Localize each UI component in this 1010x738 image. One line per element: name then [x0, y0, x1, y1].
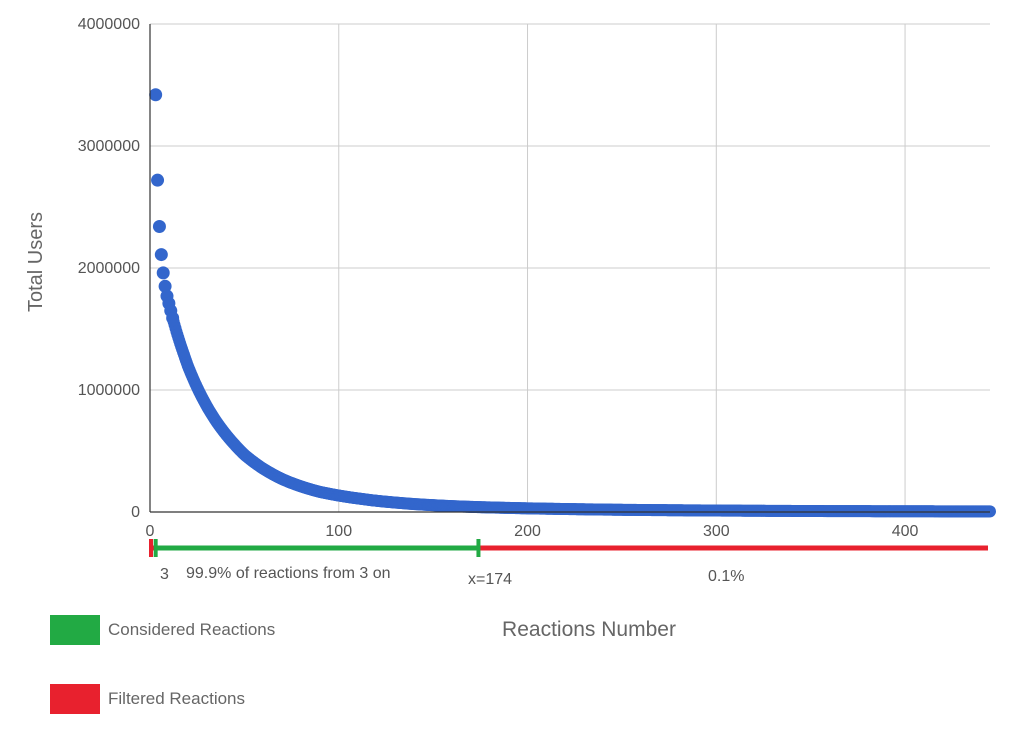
- legend-item-filtered: Filtered Reactions: [50, 684, 245, 714]
- range-start-label: 3: [160, 566, 169, 583]
- axes: [149, 24, 990, 513]
- x-tick-label: 100: [325, 523, 352, 540]
- data-point: [152, 220, 166, 234]
- y-tick-label: 1000000: [78, 382, 140, 399]
- y-tick-label: 3000000: [78, 138, 140, 155]
- legend-label-considered: Considered Reactions: [108, 620, 276, 639]
- cutoff-label: x=174: [468, 571, 512, 588]
- x-axis-title: Reactions Number: [502, 618, 676, 641]
- legend-swatch-considered: [50, 615, 100, 645]
- considered-range-text: 99.9% of reactions from 3 on: [186, 565, 391, 582]
- data-point: [154, 248, 168, 262]
- data-point: [156, 266, 170, 280]
- data-points: [149, 88, 996, 518]
- gridlines: [150, 23, 990, 512]
- data-point: [984, 505, 996, 518]
- filtered-range-text: 0.1%: [708, 568, 744, 585]
- legend-item-considered: Considered Reactions: [50, 615, 275, 645]
- y-axis-title: Total Users: [25, 212, 47, 312]
- x-tick-label: 400: [892, 523, 919, 540]
- range-bar: [149, 539, 988, 557]
- y-tick-label: 4000000: [78, 16, 140, 33]
- data-point: [149, 88, 163, 102]
- legend-swatch-filtered: [50, 684, 100, 714]
- data-point: [158, 279, 172, 293]
- y-tick-label: 2000000: [78, 260, 140, 277]
- x-tick-label: 300: [703, 523, 730, 540]
- x-tick-label: 200: [514, 523, 541, 540]
- x-tick-label: 0: [146, 523, 155, 540]
- legend-label-filtered: Filtered Reactions: [108, 689, 246, 708]
- y-tick-label: 0: [131, 504, 140, 521]
- x-tick-labels: 0 100 200 300 400: [146, 523, 919, 540]
- y-tick-labels: 0 1000000 2000000 3000000 4000000: [78, 16, 140, 521]
- data-point: [151, 173, 165, 187]
